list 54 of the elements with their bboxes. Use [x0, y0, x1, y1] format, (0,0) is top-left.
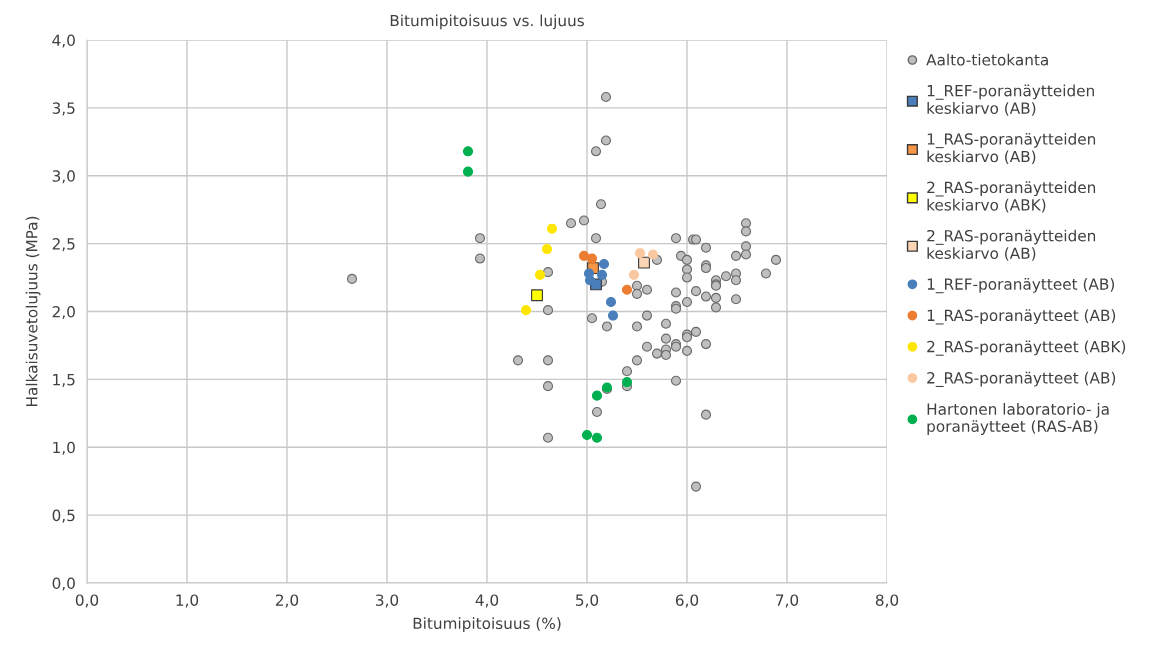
legend-label: 2_RAS-poranäytteiden keskiarvo (AB): [927, 229, 1096, 261]
point: [546, 223, 558, 234]
point: [638, 256, 650, 269]
point: [591, 390, 603, 401]
x-tick-label: 2,0: [275, 594, 299, 608]
legend-label: 2_RAS-poranäytteiden keskiarvo (ABK): [927, 181, 1096, 213]
x-tick-label: 8,0: [875, 594, 899, 608]
legend-label: Hartonen laboratorio- ja poranäytteet (RAS-AB): [927, 403, 1109, 435]
y-axis-title: Halkaisuvetolujuus (MPa): [25, 216, 41, 407]
point: [621, 377, 633, 388]
point: [586, 253, 598, 264]
legend-label: 1_RAS-poranäytteet (AB): [927, 309, 1116, 325]
point: [605, 296, 617, 308]
point: [647, 249, 659, 260]
x-tick-label: 3,0: [376, 594, 399, 608]
x-tick-label: 6,0: [675, 594, 699, 608]
point: [634, 248, 646, 259]
point: [520, 305, 532, 316]
y-tick-label: 2,0: [52, 305, 75, 320]
point: [621, 284, 633, 295]
legend-label: 2_RAS-poranäytteet (ABK): [927, 340, 1126, 356]
x-tick-label: 4,0: [475, 594, 499, 608]
x-tick-label: 7,0: [776, 594, 799, 608]
point: [607, 310, 619, 321]
y-tick-label: 0,0: [52, 577, 75, 591]
y-tick-label: 3,5: [52, 102, 75, 116]
y-tick-label: 4,0: [52, 34, 75, 48]
point: [531, 289, 543, 302]
legend-label: Aalto-tietokanta: [926, 53, 1048, 66]
legend-label: 1_REF-poranäytteiden keskiarvo (AB): [927, 84, 1094, 116]
point: [581, 429, 593, 441]
x-tick-label: 0,0: [75, 594, 99, 608]
x-tick-label: 1,0: [176, 594, 199, 608]
x-axis-title: Bitumipitoisuus (%): [413, 617, 561, 633]
legend-label: 2_RAS-poranäytteet (AB): [927, 371, 1116, 387]
point: [462, 166, 474, 177]
y-tick-label: 1,5: [53, 374, 75, 387]
y-tick-label: 1,0: [53, 441, 75, 455]
point: [591, 432, 603, 443]
point: [598, 258, 610, 270]
point: [578, 250, 590, 261]
y-tick-label: 3,0: [52, 170, 75, 184]
y-tick-label: 2,5: [52, 238, 75, 252]
point: [541, 244, 553, 255]
point: [462, 146, 474, 157]
point: [534, 269, 546, 280]
point: [596, 269, 608, 280]
y-tick-label: 0,5: [52, 509, 75, 523]
point: [584, 275, 596, 286]
point: [628, 269, 640, 280]
chart-title: Bitumipitoisuus vs. lujuus: [390, 14, 584, 30]
legend-label: 1_RAS-poranäytteiden keskiarvo (AB): [927, 132, 1096, 165]
legend-label: 1_REF-poranäytteet (AB): [927, 278, 1115, 294]
x-tick-label: 5,0: [576, 594, 599, 608]
